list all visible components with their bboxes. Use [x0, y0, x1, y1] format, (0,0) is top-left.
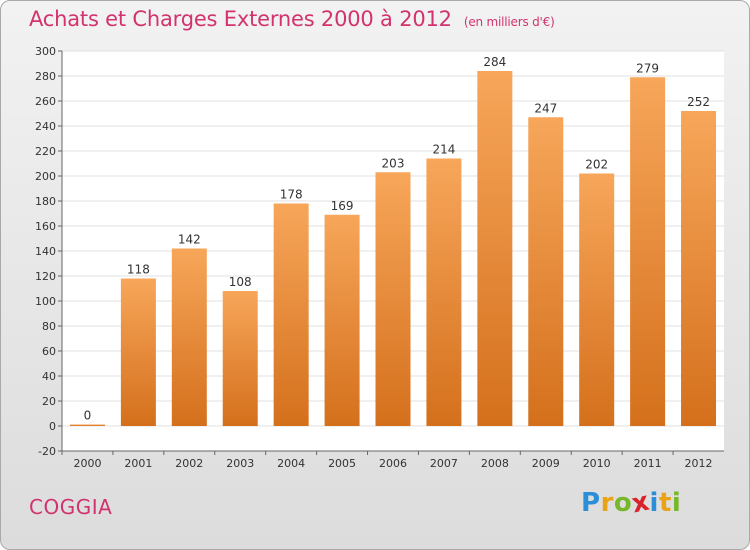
- data-label: 279: [636, 61, 659, 75]
- bar: [426, 158, 462, 426]
- x-axis-ticks: 2000 2001 2002 2003 2004 2005 2006 2007 2008 2009…: [61, 451, 713, 470]
- x-tick-label: 2005: [328, 457, 356, 470]
- proxiti-logo: Proxiti: [581, 487, 682, 520]
- y-tick-label: 60: [42, 345, 56, 358]
- x-tick-label: 2007: [430, 457, 458, 470]
- y-tick-label: 200: [35, 170, 56, 183]
- bar: [681, 111, 717, 426]
- bar: [222, 291, 258, 426]
- x-tick-label: 2009: [532, 457, 560, 470]
- y-tick-label: 280: [35, 70, 56, 83]
- logo-letter: i: [649, 488, 659, 518]
- logo-letter: t: [658, 488, 672, 518]
- bar: [528, 117, 564, 426]
- chart-title-text: Achats et Charges Externes 2000 à 2012: [29, 7, 452, 31]
- bar: [324, 214, 360, 426]
- x-tick-label: 2011: [634, 457, 662, 470]
- y-tick-label: 20: [42, 395, 56, 408]
- y-tick-label: 160: [35, 220, 56, 233]
- y-tick-label: 80: [42, 320, 56, 333]
- bars: [69, 71, 717, 426]
- data-label: 178: [280, 188, 303, 202]
- x-tick-label: 2000: [73, 457, 101, 470]
- data-label: 214: [432, 143, 455, 157]
- y-axis-ticks: -20 0 20 40 60 80 100 120 140 160 180 200 220 240 260 2…: [35, 45, 62, 458]
- y-tick-label: 260: [35, 95, 56, 108]
- data-label: 142: [178, 233, 201, 247]
- x-tick-label: 2001: [124, 457, 152, 470]
- x-tick-label: 2008: [481, 457, 509, 470]
- commune-name: COGGIA: [29, 495, 113, 519]
- logo-letter: P: [581, 488, 601, 518]
- data-label: 108: [229, 275, 252, 289]
- data-label: 169: [331, 199, 354, 213]
- x-tick-label: 2004: [277, 457, 305, 470]
- y-tick-label: 140: [35, 245, 56, 258]
- bar: [69, 424, 105, 426]
- data-label: 252: [687, 95, 710, 109]
- bar: [579, 173, 615, 426]
- y-tick-label: 180: [35, 195, 56, 208]
- bar: [477, 71, 513, 426]
- x-tick-label: 2002: [175, 457, 203, 470]
- data-label: 202: [585, 158, 608, 172]
- data-label: 284: [483, 55, 506, 69]
- y-tick-label: 100: [35, 295, 56, 308]
- data-label: 203: [382, 156, 405, 170]
- chart-title: Achats et Charges Externes 2000 à 2012 (e…: [29, 7, 555, 31]
- y-tick-label: 120: [35, 270, 56, 283]
- x-tick-label: 2003: [226, 457, 254, 470]
- bar: [171, 248, 207, 426]
- y-tick-label: 40: [42, 370, 56, 383]
- data-labels: 0 118 142 108 178 169 203 214 284 247 202 279 252: [84, 55, 710, 423]
- bar: [120, 278, 156, 426]
- x-tick-label: 2006: [379, 457, 407, 470]
- logo-letter: o: [613, 488, 633, 518]
- y-tick-label: 300: [35, 45, 56, 58]
- x-tick-label: 2012: [685, 457, 713, 470]
- chart-subtitle: (en milliers d'€): [463, 15, 555, 29]
- x-tick-label: 2010: [583, 457, 611, 470]
- y-tick-label: 220: [35, 145, 56, 158]
- logo-letter: i: [671, 488, 682, 518]
- bar: [630, 77, 666, 426]
- data-label: 247: [534, 101, 557, 115]
- y-tick-label: 0: [49, 420, 56, 433]
- data-label: 118: [127, 263, 150, 277]
- data-label: 0: [84, 409, 92, 423]
- y-tick-label: -20: [38, 445, 56, 458]
- y-tick-label: 240: [35, 120, 56, 133]
- logo-letter: r: [600, 488, 614, 518]
- bar: [273, 203, 309, 426]
- bar: [375, 172, 411, 426]
